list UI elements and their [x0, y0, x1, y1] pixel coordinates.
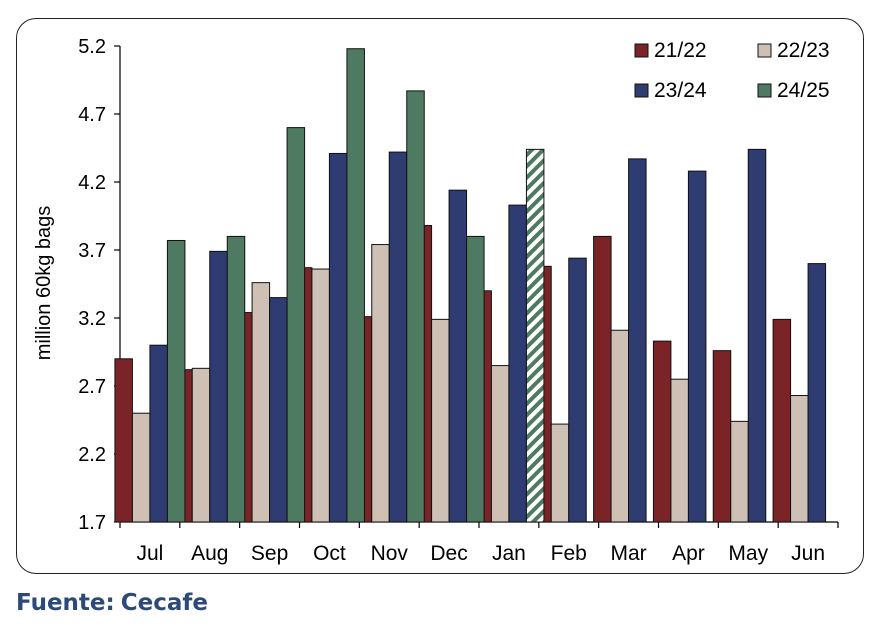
- bar-21-22-mar: [593, 235, 612, 523]
- y-tick-label: 3.7: [78, 240, 106, 262]
- bar-21-22-may: [712, 350, 732, 523]
- bar-23-24-sep: [269, 297, 288, 523]
- x-tick-label: Jun: [791, 542, 825, 565]
- bar-23-24-apr: [687, 170, 707, 523]
- bar-22-23-aug: [191, 367, 211, 523]
- bar-21-22-jun: [772, 318, 792, 523]
- x-tick-label: Dec: [430, 542, 467, 565]
- x-tick-label: Apr: [672, 542, 705, 565]
- bar-23-24-feb: [568, 257, 587, 523]
- y-tick-label: 2.2: [78, 444, 106, 466]
- legend-swatch: [634, 83, 649, 98]
- bar-24-25-dec: [466, 235, 485, 523]
- legend-label: 23/24: [654, 79, 707, 102]
- bar-22-23-mar: [610, 329, 630, 523]
- bar-23-24-jan: [508, 204, 527, 523]
- bar-22-23-apr: [670, 378, 689, 523]
- y-tick-label: 4.7: [78, 104, 106, 126]
- x-tick-label: Mar: [610, 542, 646, 565]
- bar-22-23-jul: [131, 412, 151, 523]
- y-tick-label: 3.2: [78, 308, 106, 330]
- bar-21-22-jul: [114, 358, 133, 523]
- legend-label: 22/23: [777, 39, 830, 62]
- bar-24-25-jan: [525, 148, 545, 523]
- bar-23-24-aug: [209, 250, 228, 523]
- bar-23-24-nov: [388, 151, 408, 523]
- x-tick-label: May: [728, 542, 768, 565]
- x-tick-label: Aug: [191, 542, 228, 565]
- source-name: Cecafe: [120, 590, 208, 616]
- y-axis-label: million 60kg bags: [33, 206, 55, 361]
- bar-22-23-oct: [311, 268, 330, 523]
- bar-22-23-nov: [371, 244, 390, 523]
- bar-22-23-jan: [490, 365, 510, 523]
- legend-swatch: [634, 43, 649, 58]
- y-tick-label: 4.2: [78, 172, 106, 194]
- legend-swatch: [757, 43, 772, 58]
- bar-22-23-dec: [431, 318, 450, 523]
- x-tick-label: Feb: [551, 542, 587, 565]
- bar-23-24-dec: [448, 189, 468, 523]
- y-tick-label: 2.7: [78, 376, 106, 398]
- bar-22-23-may: [730, 420, 749, 523]
- x-tick-label: Sep: [251, 542, 288, 565]
- x-tick-label: Oct: [313, 542, 346, 565]
- y-tick-label: 1.7: [78, 512, 106, 534]
- source-note: Fuente: Cecafe: [16, 590, 214, 616]
- bar-22-23-sep: [251, 282, 271, 523]
- bar-23-24-mar: [628, 158, 647, 523]
- bar-24-25-sep: [286, 127, 306, 523]
- bar-22-23-feb: [550, 423, 570, 523]
- legend-label: 21/22: [654, 39, 707, 62]
- x-tick-label: Jan: [492, 542, 526, 565]
- bar-24-25-nov: [406, 90, 425, 523]
- source-prefix: Fuente:: [16, 590, 115, 616]
- bar-23-24-jul: [149, 344, 168, 523]
- bar-21-22-apr: [652, 340, 672, 523]
- bar-24-25-jul: [166, 239, 186, 523]
- chart-legend: 21/22 22/23 23/24 24/25: [634, 39, 830, 102]
- bar-24-25-oct: [346, 48, 365, 523]
- bar-24-25-aug: [226, 235, 246, 523]
- bar-23-24-jun: [807, 263, 827, 523]
- y-tick-label: 5.2: [78, 36, 106, 58]
- x-tick-label: Jul: [136, 542, 163, 565]
- bar-23-24-may: [747, 148, 767, 523]
- chart-bars: [114, 48, 827, 523]
- legend-swatch: [757, 83, 772, 98]
- bar-23-24-oct: [328, 152, 348, 523]
- legend-label: 24/25: [777, 79, 830, 102]
- x-tick-label: Nov: [371, 542, 409, 565]
- bar-22-23-jun: [790, 395, 809, 523]
